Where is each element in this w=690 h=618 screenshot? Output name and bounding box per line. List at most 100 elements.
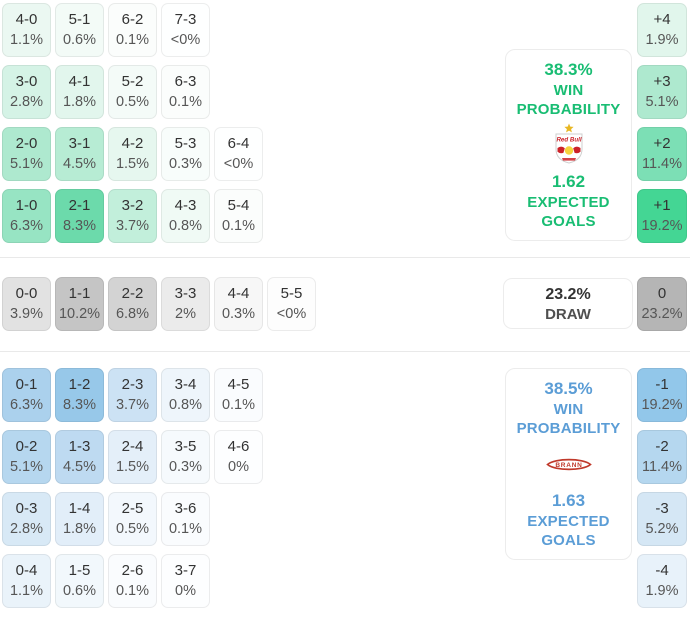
probability-value: 1.9% (645, 32, 679, 48)
probability-value: 0.6% (62, 32, 97, 48)
score-value: 4-2 (121, 135, 144, 152)
probability-value: 0.1% (115, 32, 150, 48)
expected-goals-label: GOALS (541, 213, 596, 230)
score-cell: 6-4 <0% (214, 127, 263, 181)
score-cell: 2-1 8.3% (55, 189, 104, 243)
score-cell: 1-4 1.8% (55, 492, 104, 546)
score-value: 2-5 (121, 500, 144, 517)
score-row: 4-0 1.1% 5-1 0.6% 6-2 0.1% 7-3 <0% (2, 3, 263, 57)
goal-diff-value: -2 (655, 438, 669, 455)
away-win-probability-value: 38.5% (544, 379, 593, 398)
section-divider (0, 257, 690, 258)
score-value: 6-3 (174, 73, 197, 90)
probability-value: 5.1% (645, 94, 679, 110)
expected-goals-label: GOALS (541, 532, 596, 549)
goal-diff-value: -4 (655, 562, 669, 579)
draw-score-grid: 0-0 3.9% 1-1 10.2% 2-2 6.8% 3-3 2% 4-4 0.3% 5-5 <0% (2, 277, 316, 331)
score-cell: 2-6 0.1% (108, 554, 157, 608)
probability-value: 0.1% (168, 94, 203, 110)
goal-diff-value: 0 (657, 285, 667, 302)
home-win-probability-value: 38.3% (544, 60, 593, 79)
score-cell: 5-5 <0% (267, 277, 316, 331)
score-value: 3-1 (68, 135, 91, 152)
score-cell: 4-5 0.1% (214, 368, 263, 422)
score-cell: 0-3 2.8% (2, 492, 51, 546)
probability-value: <0% (223, 156, 254, 172)
goal-diff-cell: -3 5.2% (637, 492, 687, 546)
score-cell: 3-4 0.8% (161, 368, 210, 422)
goal-diff-value: +1 (653, 197, 671, 214)
score-value: 4-4 (227, 285, 250, 302)
probability-value: 0.1% (221, 218, 256, 234)
probability-value: 0.8% (168, 397, 203, 413)
score-cell: 5-4 0.1% (214, 189, 263, 243)
goal-diff-value: -1 (655, 376, 669, 393)
probability-value: 1.1% (9, 583, 44, 599)
draw-probability-value: 23.2% (545, 285, 591, 303)
probability-value: 0.1% (168, 521, 203, 537)
score-cell: 0-1 6.3% (2, 368, 51, 422)
probability-value: 3.7% (115, 218, 150, 234)
score-cell: 0-0 3.9% (2, 277, 51, 331)
score-cell: 2-0 5.1% (2, 127, 51, 181)
score-cell: 1-0 6.3% (2, 189, 51, 243)
away-logo-text: BRANN (555, 462, 582, 469)
probability-value: 0.6% (62, 583, 97, 599)
score-cell: 7-3 <0% (161, 3, 210, 57)
probability-value: 8.3% (62, 218, 97, 234)
score-value: 1-5 (68, 562, 91, 579)
score-value: 2-4 (121, 438, 144, 455)
probability-value: 0% (228, 459, 249, 475)
score-value: 0-4 (15, 562, 38, 579)
score-value: 0-0 (15, 285, 38, 302)
score-cell: 2-4 1.5% (108, 430, 157, 484)
score-value: 4-1 (68, 73, 91, 90)
probability-value: 5.1% (9, 459, 44, 475)
goal-diff-cell: -1 19.2% (637, 368, 687, 422)
probability-value: 1.5% (115, 156, 150, 172)
score-value: 1-1 (68, 285, 91, 302)
score-value: 3-0 (15, 73, 38, 90)
away-win-score-grid: 0-1 6.3% 1-2 8.3% 2-3 3.7% 3-4 0.8% 4-5 0.1% 0-2 5.… (2, 368, 263, 608)
score-cell: 1-5 0.6% (55, 554, 104, 608)
score-value: 5-4 (227, 197, 250, 214)
score-cell: 0-4 1.1% (2, 554, 51, 608)
home-team-logo: Red Bull (555, 123, 582, 164)
draw-label: DRAW (545, 305, 591, 323)
probability-value: 2.8% (9, 521, 44, 537)
probability-value: 6.3% (9, 397, 44, 413)
score-value: 1-3 (68, 438, 91, 455)
score-cell: 3-7 0% (161, 554, 210, 608)
score-row: 0-3 2.8% 1-4 1.8% 2-5 0.5% 3-6 0.1% (2, 492, 263, 546)
score-value: 2-3 (121, 376, 144, 393)
probability-value: 4.5% (62, 459, 97, 475)
score-cell: 3-0 2.8% (2, 65, 51, 119)
win-probability-label: WIN (553, 401, 584, 418)
probability-value: 0.3% (168, 156, 203, 172)
score-value: 6-2 (121, 11, 144, 28)
probability-value: 5.1% (9, 156, 44, 172)
score-cell: 4-3 0.8% (161, 189, 210, 243)
probability-value: 8.3% (62, 397, 97, 413)
probability-value: 0.5% (115, 94, 150, 110)
goal-diff-value: +3 (653, 73, 671, 90)
score-row: 0-2 5.1% 1-3 4.5% 2-4 1.5% 3-5 0.3% 4-6 0% (2, 430, 263, 484)
goal-diff-cell: +1 19.2% (637, 189, 687, 243)
goal-diff-cell: +3 5.1% (637, 65, 687, 119)
score-cell: 0-2 5.1% (2, 430, 51, 484)
score-value: 2-1 (68, 197, 91, 214)
score-cell: 2-3 3.7% (108, 368, 157, 422)
probability-value: 11.4% (641, 459, 683, 475)
probability-value: 2.8% (9, 94, 44, 110)
home-goal-diff-column: +4 1.9% +3 5.1% +2 11.4% +1 19.2% (637, 3, 687, 243)
score-cell: 6-3 0.1% (161, 65, 210, 119)
probability-value: 3.7% (115, 397, 150, 413)
score-value: 2-0 (15, 135, 38, 152)
score-value: 6-4 (227, 135, 250, 152)
home-win-score-grid: 4-0 1.1% 5-1 0.6% 6-2 0.1% 7-3 <0% 3-0 2.8% 4-1 1.8… (2, 3, 263, 243)
win-probability-label: WIN (553, 82, 584, 99)
score-cell: 1-1 10.2% (55, 277, 104, 331)
probability-value: 19.2% (641, 397, 683, 413)
probability-value: 0.3% (168, 459, 203, 475)
